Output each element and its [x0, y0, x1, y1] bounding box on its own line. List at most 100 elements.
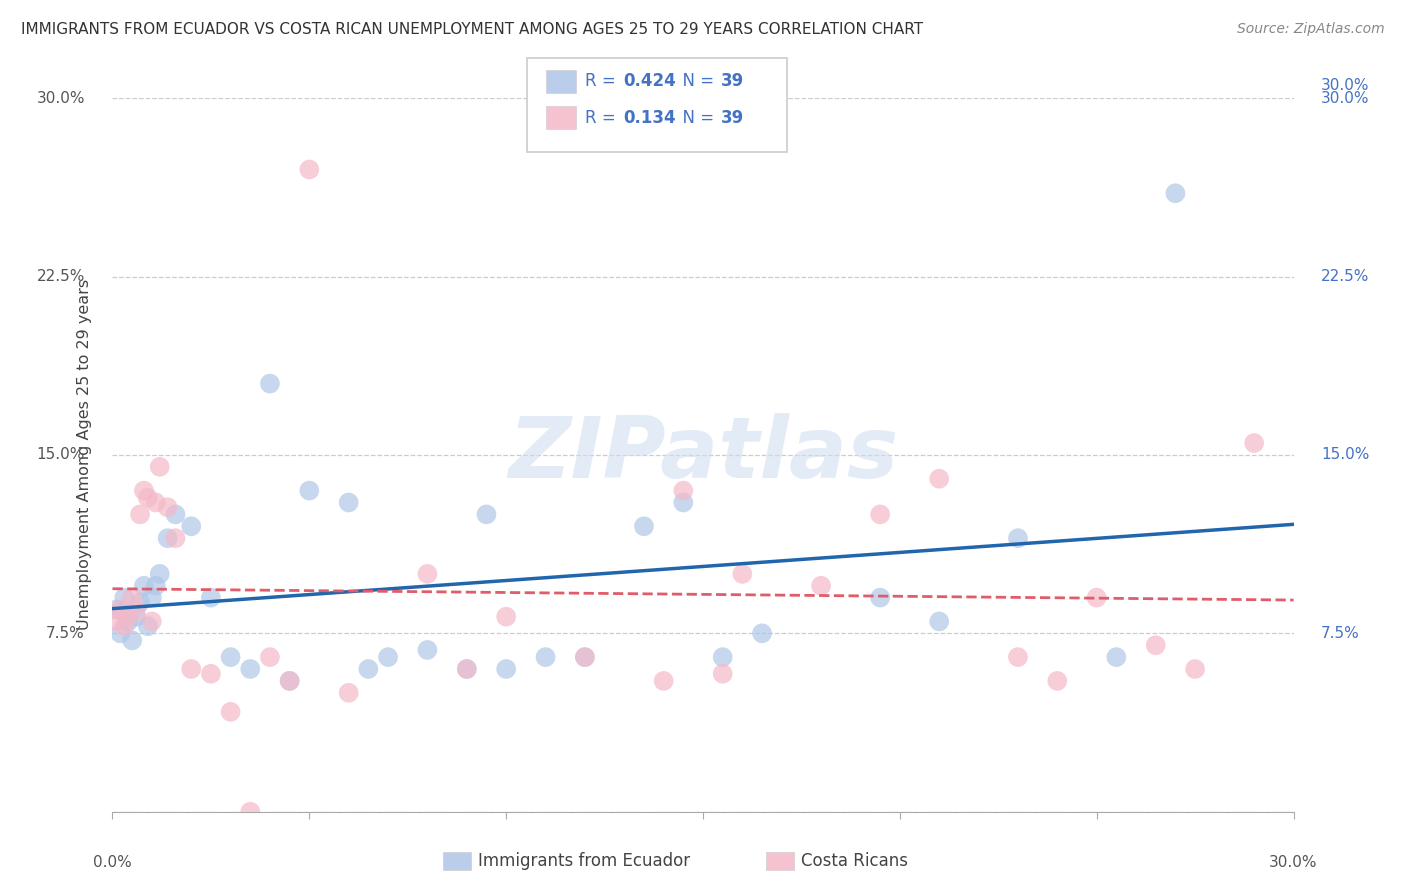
- Text: 30.0%: 30.0%: [1322, 78, 1369, 94]
- Point: [1085, 591, 1108, 605]
- Point: [110, 602, 132, 616]
- Point: [200, 666, 222, 681]
- Point: [869, 591, 891, 605]
- Point: [495, 662, 517, 676]
- Point: [219, 650, 242, 665]
- Point: [110, 626, 132, 640]
- Point: [180, 519, 202, 533]
- Text: Costa Ricans: Costa Ricans: [801, 852, 908, 870]
- Point: [1007, 650, 1029, 665]
- Point: [112, 619, 135, 633]
- Point: [298, 162, 321, 177]
- Text: Source: ZipAtlas.com: Source: ZipAtlas.com: [1237, 22, 1385, 37]
- Point: [1144, 638, 1167, 652]
- Point: [416, 643, 439, 657]
- Text: 0.0%: 0.0%: [93, 855, 132, 870]
- Point: [475, 508, 498, 522]
- Text: 30.0%: 30.0%: [1270, 855, 1317, 870]
- Point: [136, 491, 159, 505]
- Point: [121, 591, 143, 605]
- Point: [136, 619, 159, 633]
- Point: [149, 459, 172, 474]
- Point: [711, 650, 734, 665]
- Text: R =: R =: [585, 109, 621, 127]
- Point: [145, 495, 167, 509]
- Point: [1243, 436, 1265, 450]
- Text: 7.5%: 7.5%: [46, 626, 84, 640]
- Point: [377, 650, 399, 665]
- Text: N =: N =: [672, 109, 720, 127]
- Point: [633, 519, 655, 533]
- Point: [1046, 673, 1069, 688]
- Text: 15.0%: 15.0%: [37, 448, 84, 462]
- Point: [145, 579, 167, 593]
- Point: [105, 602, 128, 616]
- Point: [869, 508, 891, 522]
- Point: [112, 591, 135, 605]
- Point: [129, 508, 152, 522]
- Point: [149, 566, 172, 581]
- Point: [672, 483, 695, 498]
- Point: [141, 615, 163, 629]
- Point: [132, 579, 155, 593]
- Y-axis label: Unemployment Among Ages 25 to 29 years: Unemployment Among Ages 25 to 29 years: [77, 279, 91, 631]
- Text: Immigrants from Ecuador: Immigrants from Ecuador: [478, 852, 690, 870]
- Point: [105, 615, 128, 629]
- Text: 7.5%: 7.5%: [1322, 626, 1360, 640]
- Text: 39: 39: [721, 72, 745, 90]
- Point: [298, 483, 321, 498]
- Point: [731, 566, 754, 581]
- Point: [1184, 662, 1206, 676]
- Point: [711, 666, 734, 681]
- Point: [337, 495, 360, 509]
- Text: IMMIGRANTS FROM ECUADOR VS COSTA RICAN UNEMPLOYMENT AMONG AGES 25 TO 29 YEARS CO: IMMIGRANTS FROM ECUADOR VS COSTA RICAN U…: [21, 22, 924, 37]
- Point: [259, 650, 281, 665]
- Point: [928, 615, 950, 629]
- Text: ZIPatlas: ZIPatlas: [508, 413, 898, 497]
- Point: [1007, 531, 1029, 545]
- Point: [574, 650, 596, 665]
- Point: [129, 595, 152, 609]
- Point: [200, 591, 222, 605]
- Text: 0.134: 0.134: [623, 109, 675, 127]
- Point: [1105, 650, 1128, 665]
- Point: [239, 805, 262, 819]
- Point: [219, 705, 242, 719]
- Point: [156, 531, 179, 545]
- Point: [165, 508, 187, 522]
- Point: [751, 626, 773, 640]
- Point: [495, 609, 517, 624]
- Text: 0.424: 0.424: [623, 72, 676, 90]
- Point: [456, 662, 478, 676]
- Text: 30.0%: 30.0%: [37, 91, 84, 105]
- Point: [416, 566, 439, 581]
- Point: [156, 500, 179, 515]
- Point: [337, 686, 360, 700]
- Point: [141, 591, 163, 605]
- Point: [357, 662, 380, 676]
- Point: [652, 673, 675, 688]
- Point: [121, 633, 143, 648]
- Text: N =: N =: [672, 72, 720, 90]
- Point: [1164, 186, 1187, 201]
- Point: [165, 531, 187, 545]
- Point: [125, 609, 148, 624]
- Point: [672, 495, 695, 509]
- Point: [117, 609, 139, 624]
- Point: [117, 615, 139, 629]
- Point: [534, 650, 557, 665]
- Point: [180, 662, 202, 676]
- Point: [259, 376, 281, 391]
- Point: [239, 662, 262, 676]
- Text: 30.0%: 30.0%: [1322, 91, 1369, 105]
- Point: [928, 472, 950, 486]
- Text: 15.0%: 15.0%: [1322, 448, 1369, 462]
- Text: 22.5%: 22.5%: [37, 269, 84, 284]
- Point: [456, 662, 478, 676]
- Point: [810, 579, 832, 593]
- Point: [278, 673, 301, 688]
- Point: [574, 650, 596, 665]
- Text: 39: 39: [721, 109, 745, 127]
- Text: R =: R =: [585, 72, 621, 90]
- Point: [132, 483, 155, 498]
